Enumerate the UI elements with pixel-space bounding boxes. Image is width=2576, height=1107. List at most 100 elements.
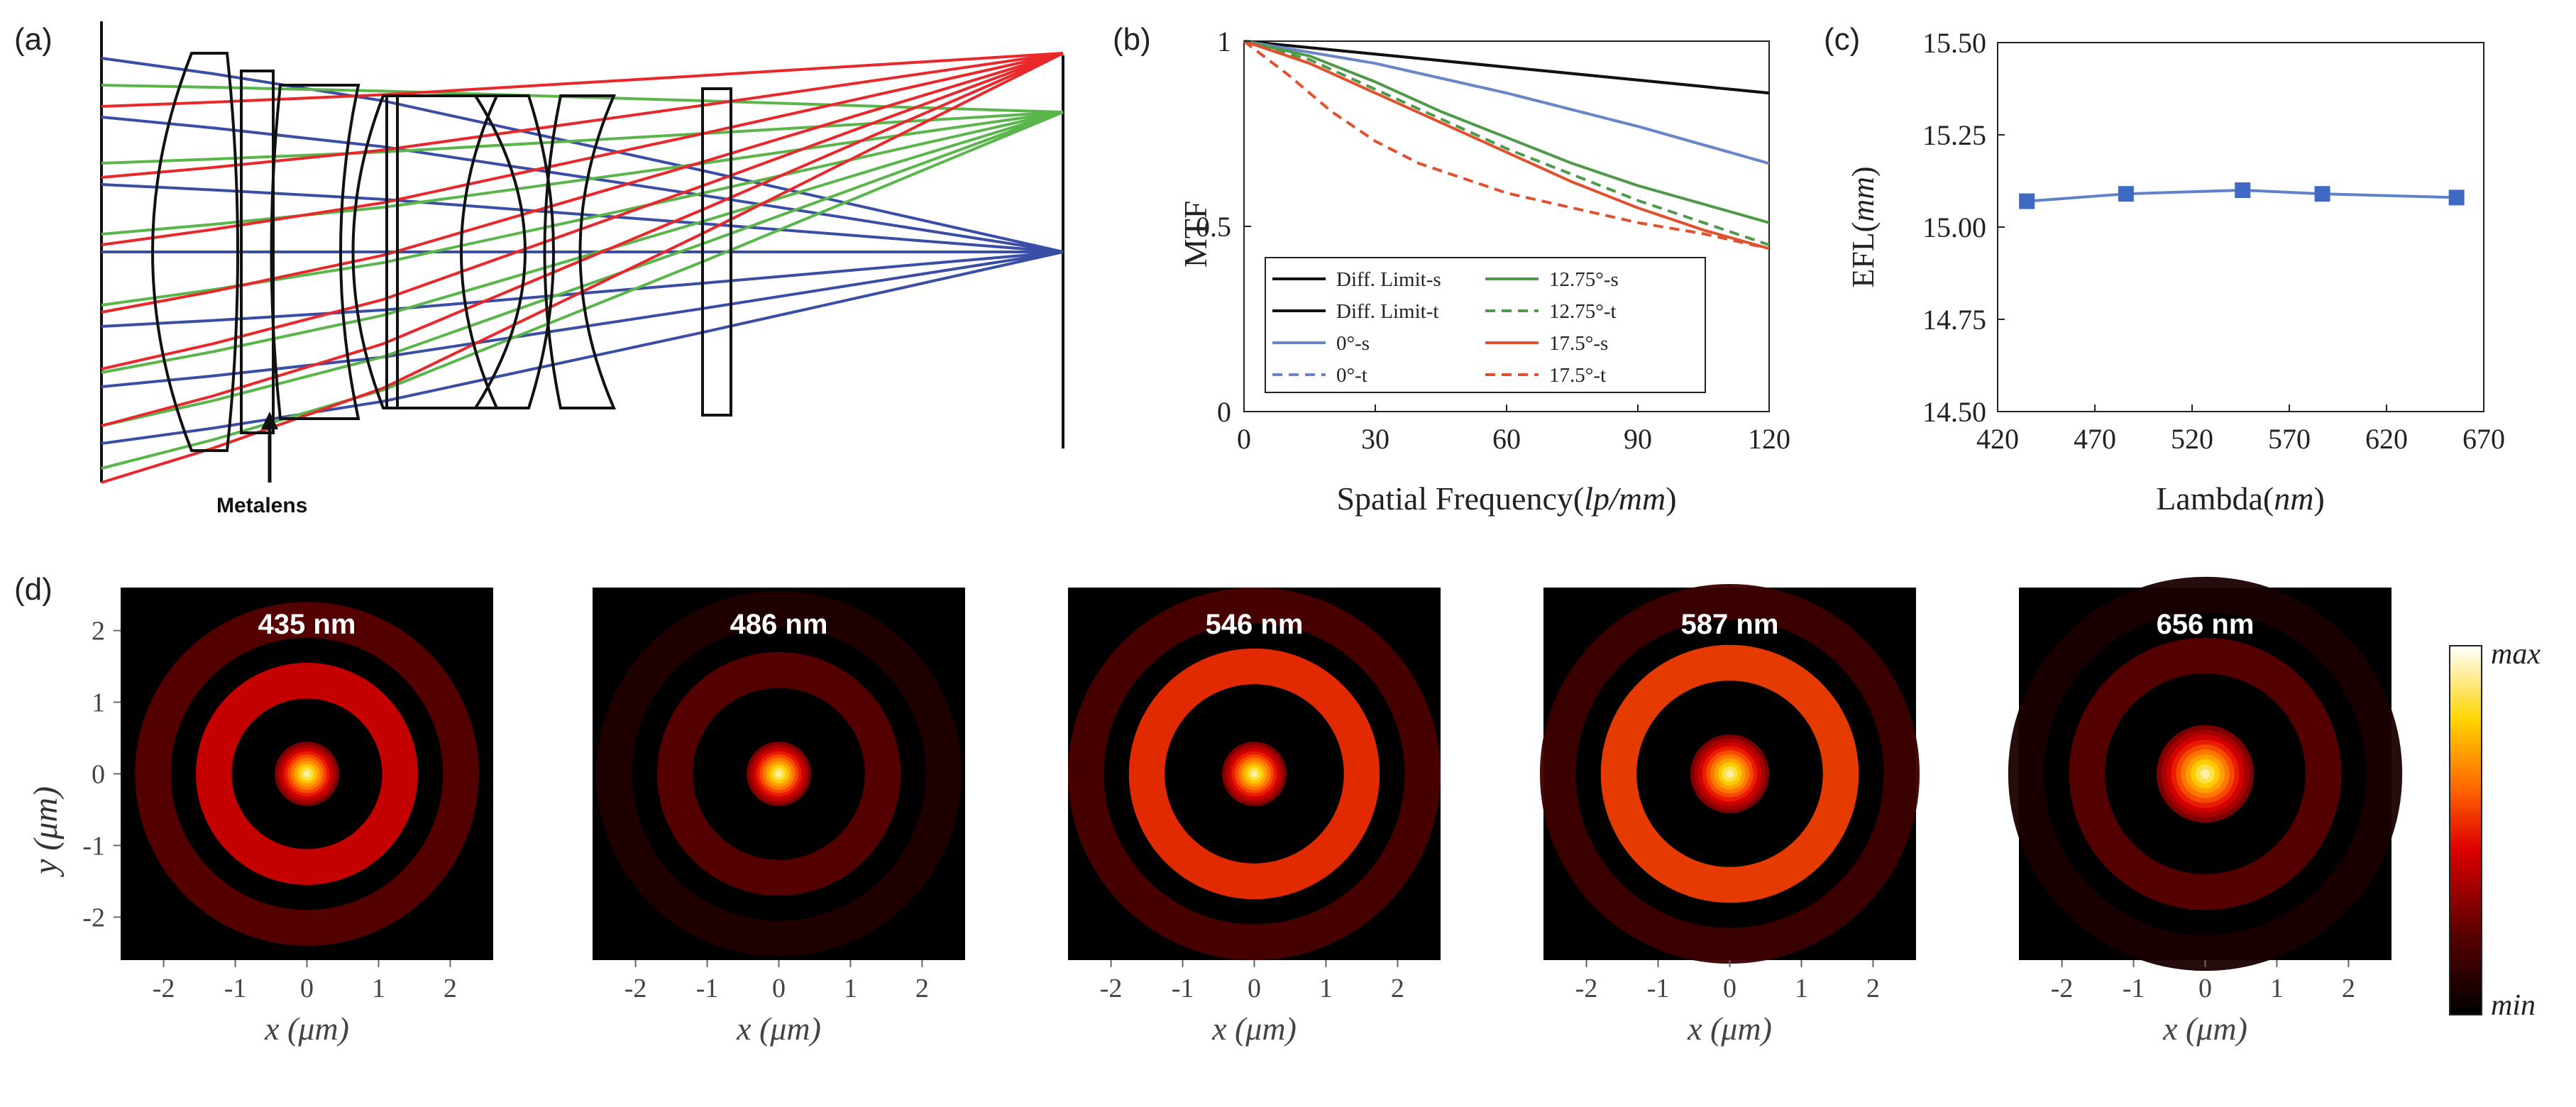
psf-y-axis-label: y (μm) <box>27 786 65 878</box>
psf-x-tick-label: -1 <box>1647 974 1670 1003</box>
psf-y-tick-label: -1 <box>82 831 105 861</box>
efl-point-marker <box>2314 186 2330 202</box>
efl-x-tick-label: 620 <box>2365 423 2408 455</box>
lens-elements <box>151 52 732 452</box>
ray-line <box>101 84 1064 114</box>
psf-y-tick-label: 0 <box>92 760 105 790</box>
efl-x-tick-label: 420 <box>1976 423 2019 455</box>
efl-y-tick-label: 14.50 <box>1922 396 1986 428</box>
lens-element <box>351 94 399 409</box>
psf-y-axis: 2 1 0 -1 -2 <box>82 617 121 932</box>
psf-ring <box>1128 648 1380 900</box>
psf-map: 546 nm -2 -1 0 1 2 x (μm) <box>1067 587 1441 1047</box>
ray-line <box>101 111 1064 470</box>
psf-x-axis-label: x (μm) <box>264 1010 349 1047</box>
ray-line <box>101 52 1064 370</box>
mtf-x-tick-label: 30 <box>1361 423 1389 455</box>
efl-point-marker <box>2118 186 2134 202</box>
psf-ring <box>1067 587 1441 960</box>
mtf-series-line <box>1243 40 1770 95</box>
psf-x-tick-label: -1 <box>224 974 247 1003</box>
psf-x-axis-label: x (μm) <box>736 1010 821 1047</box>
ray-line <box>101 250 1064 328</box>
ray-line <box>101 111 1064 307</box>
psf-map: 656 nm -2 -1 0 1 2 x (μm) <box>2008 576 2403 1047</box>
psf-wavelength-label: 435 nm <box>258 609 356 640</box>
panel-label-b: (b) <box>1113 22 1151 57</box>
ray-line <box>101 111 1064 374</box>
psf-x-axis-label: x (μm) <box>2162 1010 2247 1047</box>
psf-ring <box>2069 637 2342 910</box>
mtf-series-line <box>1243 40 1770 224</box>
efl-y-tick-label: 14.75 <box>1922 304 1986 336</box>
lens-element <box>151 52 239 452</box>
psf-wavelength-label: 486 nm <box>730 609 828 640</box>
mtf-legend: Diff. Limit-s Diff. Limit-t 0°-s 0°-t 12.75°… <box>1265 257 1706 393</box>
psf-wavelength-label: 587 nm <box>1681 609 1779 640</box>
psf-x-tick-label: -2 <box>624 974 647 1003</box>
ray-line <box>101 52 1064 179</box>
efl-y-tick-label: 15.00 <box>1922 211 1986 243</box>
mtf-series-line <box>1243 40 1770 165</box>
legend-label: 17.5°-s <box>1549 332 1608 355</box>
psf-ring <box>1539 583 1920 964</box>
efl-x-tick-label: 520 <box>2171 423 2213 455</box>
ray-bundles <box>101 52 1064 484</box>
efl-plot-frame <box>1997 42 2484 412</box>
psf-x-tick-label: 2 <box>1866 974 1880 1003</box>
ray-line <box>101 250 1064 445</box>
ray-line <box>101 52 1064 246</box>
psf-x-tick-label: -1 <box>696 974 719 1003</box>
legend-label: 12.75°-t <box>1549 300 1617 323</box>
colorbar-max-label: max <box>2491 638 2541 671</box>
legend-label: 12.75°-s <box>1549 268 1619 291</box>
psf-x-tick-label: 0 <box>1248 974 1261 1003</box>
ray-line <box>101 116 1064 253</box>
psf-y-tick-label: 2 <box>92 617 105 646</box>
psf-x-tick-label: -2 <box>2051 974 2074 1003</box>
psf-x-axis-label: x (μm) <box>1687 1010 1772 1047</box>
legend-label: 17.5°-t <box>1549 364 1606 387</box>
mtf-series-line <box>1243 40 1770 250</box>
ray-line <box>101 57 1064 253</box>
psf-x-tick-label: 2 <box>444 974 457 1003</box>
psf-ring <box>656 651 901 896</box>
efl-point-marker <box>2019 193 2035 209</box>
arrow-head-icon <box>261 412 278 429</box>
psf-x-tick-label: -1 <box>1172 974 1194 1003</box>
psf-core <box>1250 770 1258 778</box>
panel-label-c: (c) <box>1824 22 1860 57</box>
psf-core <box>2200 769 2211 779</box>
psf-ring <box>196 663 418 885</box>
mtf-x-tick-label: 120 <box>1748 423 1790 455</box>
psf-x-tick-label: 0 <box>1723 974 1736 1003</box>
efl-y-tick-label: 15.25 <box>1922 119 1986 151</box>
psf-x-tick-label: 1 <box>2270 974 2284 1003</box>
mtf-y-axis-label: MTF <box>1177 201 1213 268</box>
lens-layout-diagram: Metalens <box>100 21 1064 517</box>
ray-line <box>101 183 1064 253</box>
mtf-y-tick-label: 0 <box>1217 396 1231 428</box>
efl-point-marker <box>2235 182 2251 198</box>
psf-core <box>1725 769 1734 778</box>
lens-element <box>701 87 732 417</box>
ray-line <box>101 111 1064 236</box>
psf-x-tick-label: 0 <box>300 974 314 1003</box>
panel-label-d: (d) <box>14 572 53 607</box>
ray-line <box>101 52 1064 314</box>
mtf-x-axis-label: Spatial Frequency(lp/mm) <box>1336 480 1676 517</box>
colorbar-min-label: min <box>2491 989 2536 1022</box>
metalens-label: Metalens <box>216 494 307 517</box>
psf-y-tick-label: 1 <box>92 688 105 718</box>
psf-map: 486 nm -2 -1 0 1 2 x (μm) <box>593 588 965 1047</box>
psf-wavelength-label: 656 nm <box>2157 609 2255 640</box>
psf-x-tick-label: -1 <box>2123 974 2145 1003</box>
psf-x-tick-label: 0 <box>772 974 786 1003</box>
efl-x-tick-label: 670 <box>2462 423 2505 455</box>
ray-line <box>101 52 1064 484</box>
mtf-series-line <box>1243 40 1770 165</box>
mtf-x-tick-label: 90 <box>1624 423 1652 455</box>
psf-x-tick-label: 1 <box>1795 974 1808 1003</box>
efl-point-marker <box>2448 189 2465 206</box>
